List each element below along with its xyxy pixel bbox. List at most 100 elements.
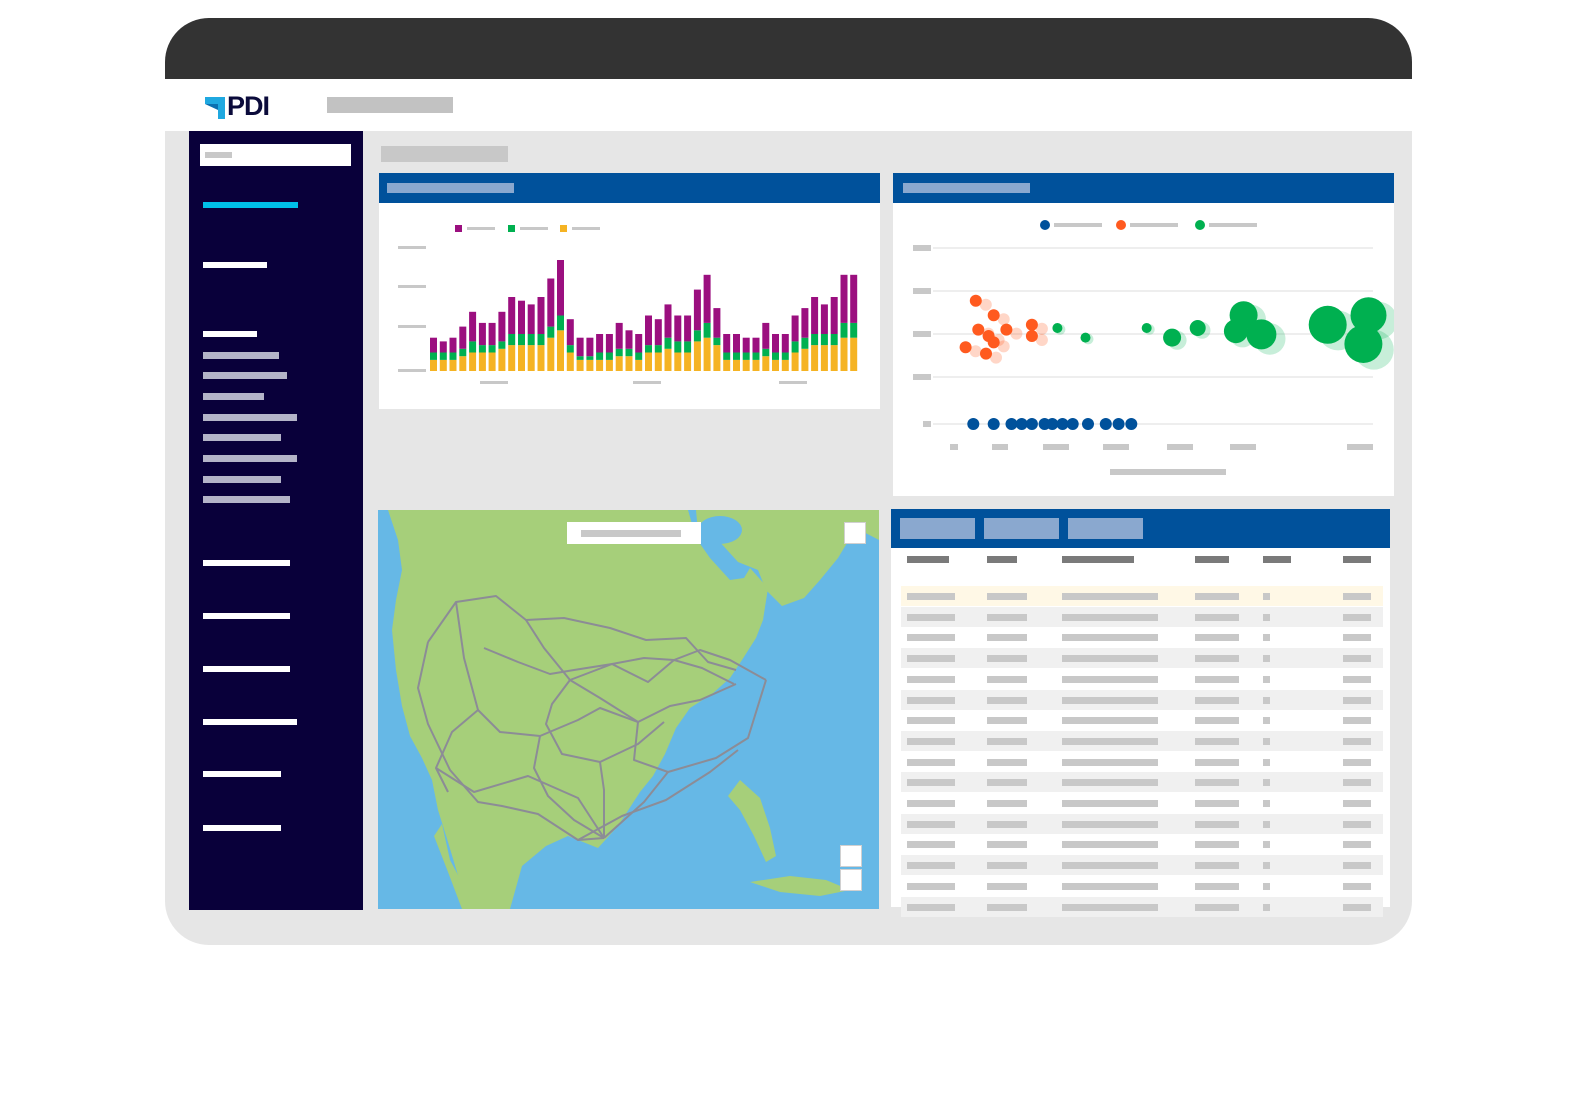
sidebar-subitem[interactable]	[203, 476, 281, 483]
table-cell	[907, 613, 955, 621]
sidebar-search-input[interactable]	[200, 144, 351, 166]
map-zoom-out-button[interactable]	[840, 869, 862, 891]
bubble-point	[1082, 418, 1094, 430]
table-row[interactable]	[901, 606, 1383, 627]
bar-segment	[430, 337, 437, 353]
sidebar-subitem[interactable]	[203, 393, 264, 400]
table-cell	[1195, 779, 1239, 787]
table-tab[interactable]	[984, 518, 1059, 539]
table-row[interactable]	[901, 710, 1383, 730]
table-cell	[987, 655, 1027, 663]
table-header-cell[interactable]	[1062, 556, 1134, 563]
table-row[interactable]	[901, 752, 1383, 772]
sidebar-item[interactable]	[203, 719, 297, 725]
table-row[interactable]	[901, 855, 1383, 876]
table-cell	[1343, 800, 1371, 807]
table-row[interactable]	[901, 772, 1383, 793]
app-header: PDI	[165, 79, 1412, 131]
bar-segment	[850, 274, 858, 323]
bar-segment	[791, 341, 799, 353]
bar-y-tick-placeholder	[398, 369, 426, 372]
bubble-x-tick-placeholder	[1103, 444, 1129, 450]
table-row[interactable]	[901, 586, 1383, 606]
sidebar-item[interactable]	[203, 666, 290, 672]
map-zoom-in-button[interactable]	[840, 845, 862, 867]
table-row[interactable]	[901, 793, 1383, 813]
table-cell	[1263, 882, 1270, 890]
bubble-panel-header	[893, 173, 1394, 203]
bubble-point	[1025, 418, 1038, 430]
logo[interactable]: PDI	[201, 91, 296, 121]
sidebar-subitem[interactable]	[203, 352, 279, 359]
bar-segment	[684, 341, 692, 353]
sidebar-subitem[interactable]	[203, 455, 297, 462]
table-cell	[1263, 800, 1270, 807]
table-cell	[907, 634, 955, 642]
sidebar-item[interactable]	[203, 771, 281, 777]
sidebar-item[interactable]	[203, 825, 281, 831]
table-row[interactable]	[901, 896, 1383, 917]
bubble-point	[1189, 320, 1206, 336]
table-row[interactable]	[901, 834, 1383, 854]
table-cell	[1263, 696, 1270, 704]
table-row[interactable]	[901, 648, 1383, 669]
sidebar-subitem[interactable]	[203, 434, 281, 441]
bubble-point	[1163, 328, 1182, 347]
sidebar-item[interactable]	[203, 613, 290, 619]
map-fullscreen-button[interactable]	[844, 522, 866, 544]
sidebar-subitem[interactable]	[203, 372, 287, 379]
bar-segment	[547, 326, 555, 338]
table-cell	[1195, 593, 1239, 600]
table-cell	[907, 841, 955, 849]
table-header-cell[interactable]	[907, 556, 949, 563]
sidebar-subitem[interactable]	[203, 496, 290, 503]
table-row[interactable]	[901, 669, 1383, 689]
table-row[interactable]	[901, 813, 1383, 834]
bubble-point	[1229, 301, 1258, 330]
bar-segment	[791, 352, 799, 371]
bar-segment	[469, 341, 477, 353]
bar-segment	[498, 348, 506, 371]
bubble-shadow	[1010, 327, 1023, 340]
table-cell	[1195, 862, 1239, 870]
sidebar-item-active[interactable]	[203, 202, 298, 208]
bubble-point	[1000, 323, 1013, 336]
bubble-shadow	[997, 340, 1010, 353]
table-header-row	[901, 550, 1383, 566]
table-header-cell[interactable]	[1263, 556, 1291, 563]
bar-panel-title-placeholder	[387, 183, 514, 193]
table-header-cell[interactable]	[1343, 556, 1371, 563]
map-search-input[interactable]	[567, 522, 701, 544]
map-land-north	[696, 510, 879, 606]
table-cell	[1263, 862, 1270, 870]
table-cell	[1263, 634, 1270, 642]
bar-segment	[439, 352, 447, 360]
bar-segment	[430, 352, 437, 360]
table-tab[interactable]	[900, 518, 975, 539]
bar-segment	[537, 334, 545, 346]
bar-segment	[498, 311, 506, 342]
table-row[interactable]	[901, 730, 1383, 751]
table-row[interactable]	[901, 689, 1383, 710]
sidebar-item[interactable]	[203, 560, 290, 566]
table-tab[interactable]	[1068, 518, 1143, 539]
table-cell	[1062, 779, 1158, 787]
table-cell	[1062, 696, 1158, 704]
sidebar-subitem[interactable]	[203, 414, 297, 421]
sidebar-item[interactable]	[203, 262, 267, 268]
bar-segment	[518, 300, 525, 334]
table-cell	[907, 903, 955, 911]
bar-segment	[508, 334, 516, 346]
table-header-cell[interactable]	[1195, 556, 1229, 563]
table-header-cell[interactable]	[987, 556, 1017, 563]
bar-segment	[635, 359, 643, 371]
table-row[interactable]	[901, 876, 1383, 896]
table-cell	[1062, 758, 1158, 766]
table-cell	[1343, 593, 1371, 600]
bubble-point	[959, 341, 972, 354]
route-map[interactable]	[378, 510, 879, 909]
bar-segment	[586, 356, 594, 360]
table-cell	[1343, 655, 1371, 663]
bubble-x-tick-placeholder	[1167, 444, 1193, 450]
table-row[interactable]	[901, 627, 1383, 647]
